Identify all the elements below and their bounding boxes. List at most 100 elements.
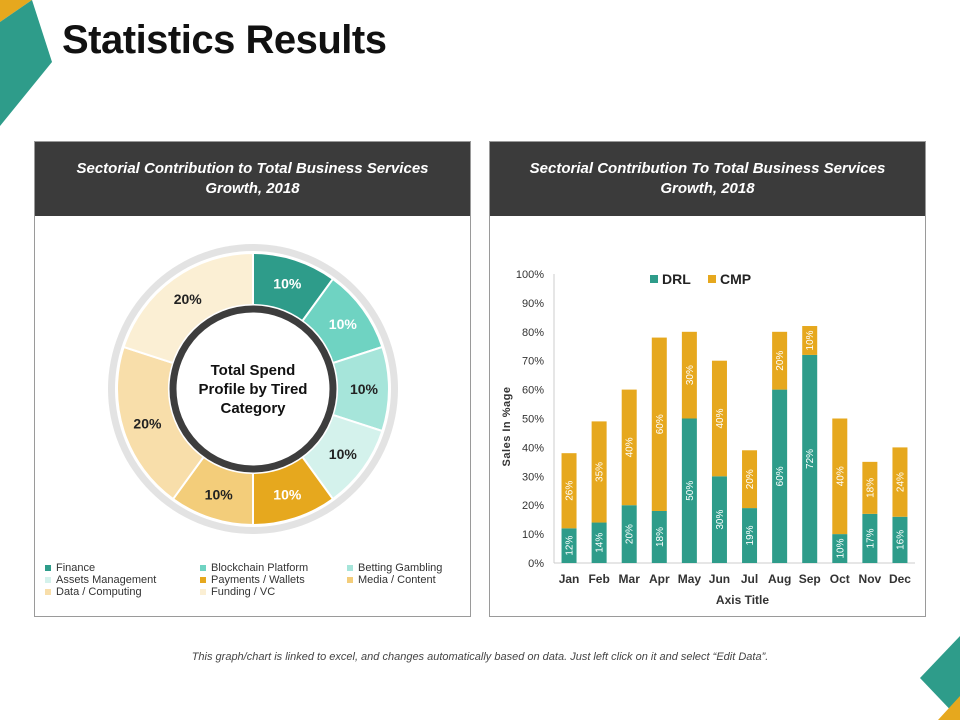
bar-data-label: 72% <box>805 449 816 469</box>
x-tick-label: Jun <box>709 572 730 586</box>
corner-decoration-bottom-right <box>920 636 960 720</box>
bar-data-label: 40% <box>625 437 636 457</box>
bar-panel-header: Sectorial Contribution To Total Business… <box>490 142 925 216</box>
bar-segment-cmp <box>591 421 607 523</box>
legend-swatch <box>45 565 51 571</box>
bar-data-label: 14% <box>595 533 606 553</box>
x-tick-label: Jan <box>559 572 580 586</box>
y-tick-label: 90% <box>522 298 544 310</box>
bar-data-label: 10% <box>805 330 816 350</box>
bar-segment-cmp <box>651 337 667 511</box>
y-tick-label: 100% <box>516 269 544 281</box>
donut-slice-label: 20% <box>133 415 162 431</box>
stacked-bar-chart: 0% 10% 20% 30% 40% 50% 60% 70% 80% 90% 100% 12% 26% J… <box>501 269 915 607</box>
legend-label: Media / Content <box>358 574 436 586</box>
legend-label: Blockchain Platform <box>211 562 309 574</box>
bar-segment-cmp <box>742 450 758 509</box>
legend-item: Funding / VC <box>200 586 275 598</box>
y-tick-label: 50% <box>522 414 544 426</box>
legend-item: Payments / Wallets <box>200 574 305 586</box>
donut-slice <box>122 251 254 365</box>
donut-slice-label: 20% <box>174 291 203 307</box>
donut-center-label: Total Spend <box>211 362 296 379</box>
bar-segment-cmp <box>772 331 788 390</box>
bar-data-label: 24% <box>895 472 906 492</box>
bar-segment-cmp <box>892 447 908 517</box>
x-axis-title: Axis Title <box>716 593 769 607</box>
donut-slice-label: 10% <box>329 316 358 332</box>
legend-label: Data / Computing <box>56 586 142 598</box>
bar-segment-drl <box>651 510 667 563</box>
donut-slice-label: 10% <box>329 446 358 462</box>
bar-segment-drl <box>742 508 758 563</box>
bar-segment-drl <box>862 513 878 563</box>
bar-data-label: 18% <box>655 527 666 547</box>
bar-segment-drl <box>621 505 637 563</box>
y-tick-label: 0% <box>528 558 544 570</box>
x-tick-label: Jul <box>741 572 758 586</box>
bar-data-label: 10% <box>835 538 846 558</box>
legend-swatch <box>200 577 206 583</box>
legend-label: Assets Management <box>56 574 157 586</box>
legend-label: Funding / VC <box>211 586 276 598</box>
bar-segment-drl <box>711 476 727 563</box>
legend-item: Blockchain Platform <box>200 562 308 574</box>
x-tick-label: Oct <box>830 572 850 586</box>
donut-slice-label: 10% <box>350 381 379 397</box>
x-tick-label: Aug <box>768 572 791 586</box>
y-tick-label: 40% <box>522 442 544 454</box>
legend-swatch <box>45 577 51 583</box>
y-tick-label: 20% <box>522 500 544 512</box>
donut-panel: Sectorial Contribution to Total Business… <box>34 141 471 617</box>
y-tick-label: 80% <box>522 327 544 339</box>
donut-slice-label: 10% <box>273 487 302 503</box>
bar-data-label: 19% <box>745 525 756 545</box>
donut-center-label: Category <box>220 400 286 417</box>
y-tick-label: 30% <box>522 471 544 483</box>
donut-panel-header: Sectorial Contribution to Total Business… <box>35 142 470 216</box>
bar-panel: Sectorial Contribution To Total Business… <box>489 141 926 617</box>
bar-data-label: 30% <box>715 510 726 530</box>
legend-item: Betting Gambling <box>347 562 442 574</box>
donut-slice-label: 10% <box>205 487 234 503</box>
legend-swatch-cmp <box>708 275 716 283</box>
bar-segment-drl <box>802 354 818 563</box>
bar-segment-cmp <box>832 418 848 535</box>
bar-segment-drl <box>681 418 697 563</box>
legend-label: DRL <box>662 271 691 287</box>
bar-data-label: 60% <box>775 466 786 486</box>
bar-data-label: 60% <box>655 414 666 434</box>
bar-data-label: 40% <box>835 466 846 486</box>
page-title: Statistics Results <box>62 18 387 62</box>
bar-segment-cmp <box>711 360 727 477</box>
bar-segment-drl <box>591 522 607 563</box>
x-tick-label: Feb <box>588 572 609 586</box>
legend-label: Finance <box>56 562 96 574</box>
donut-slice-label: 10% <box>273 275 302 291</box>
x-tick-label: Dec <box>889 572 911 586</box>
legend-swatch <box>347 577 353 583</box>
bar-data-label: 20% <box>625 524 636 544</box>
y-tick-label: 70% <box>522 356 544 368</box>
bar-data-label: 30% <box>685 365 696 385</box>
bar-segment-cmp <box>681 331 697 419</box>
y-tick-label: 60% <box>522 385 544 397</box>
bar-data-label: 16% <box>895 530 906 550</box>
bar-segment-cmp <box>561 453 577 529</box>
bar-segment-cmp <box>862 461 878 514</box>
bar-segment-drl <box>772 389 788 563</box>
bar-data-label: 50% <box>685 481 696 501</box>
legend-label: Betting Gambling <box>358 562 443 574</box>
legend-swatch-drl <box>650 275 658 283</box>
bar-data-label: 12% <box>565 536 576 556</box>
bar-data-label: 35% <box>595 462 606 482</box>
legend-swatch <box>200 589 206 595</box>
bar-data-label: 20% <box>745 469 756 489</box>
donut-center-label: Profile by Tired <box>199 381 308 398</box>
y-axis-title: Sales In %age <box>501 387 513 467</box>
bar-data-label: 17% <box>865 528 876 548</box>
bar-segment-cmp <box>621 389 637 506</box>
bar-segment-drl <box>561 528 577 563</box>
legend-swatch <box>347 565 353 571</box>
bar-data-label: 20% <box>775 351 786 371</box>
